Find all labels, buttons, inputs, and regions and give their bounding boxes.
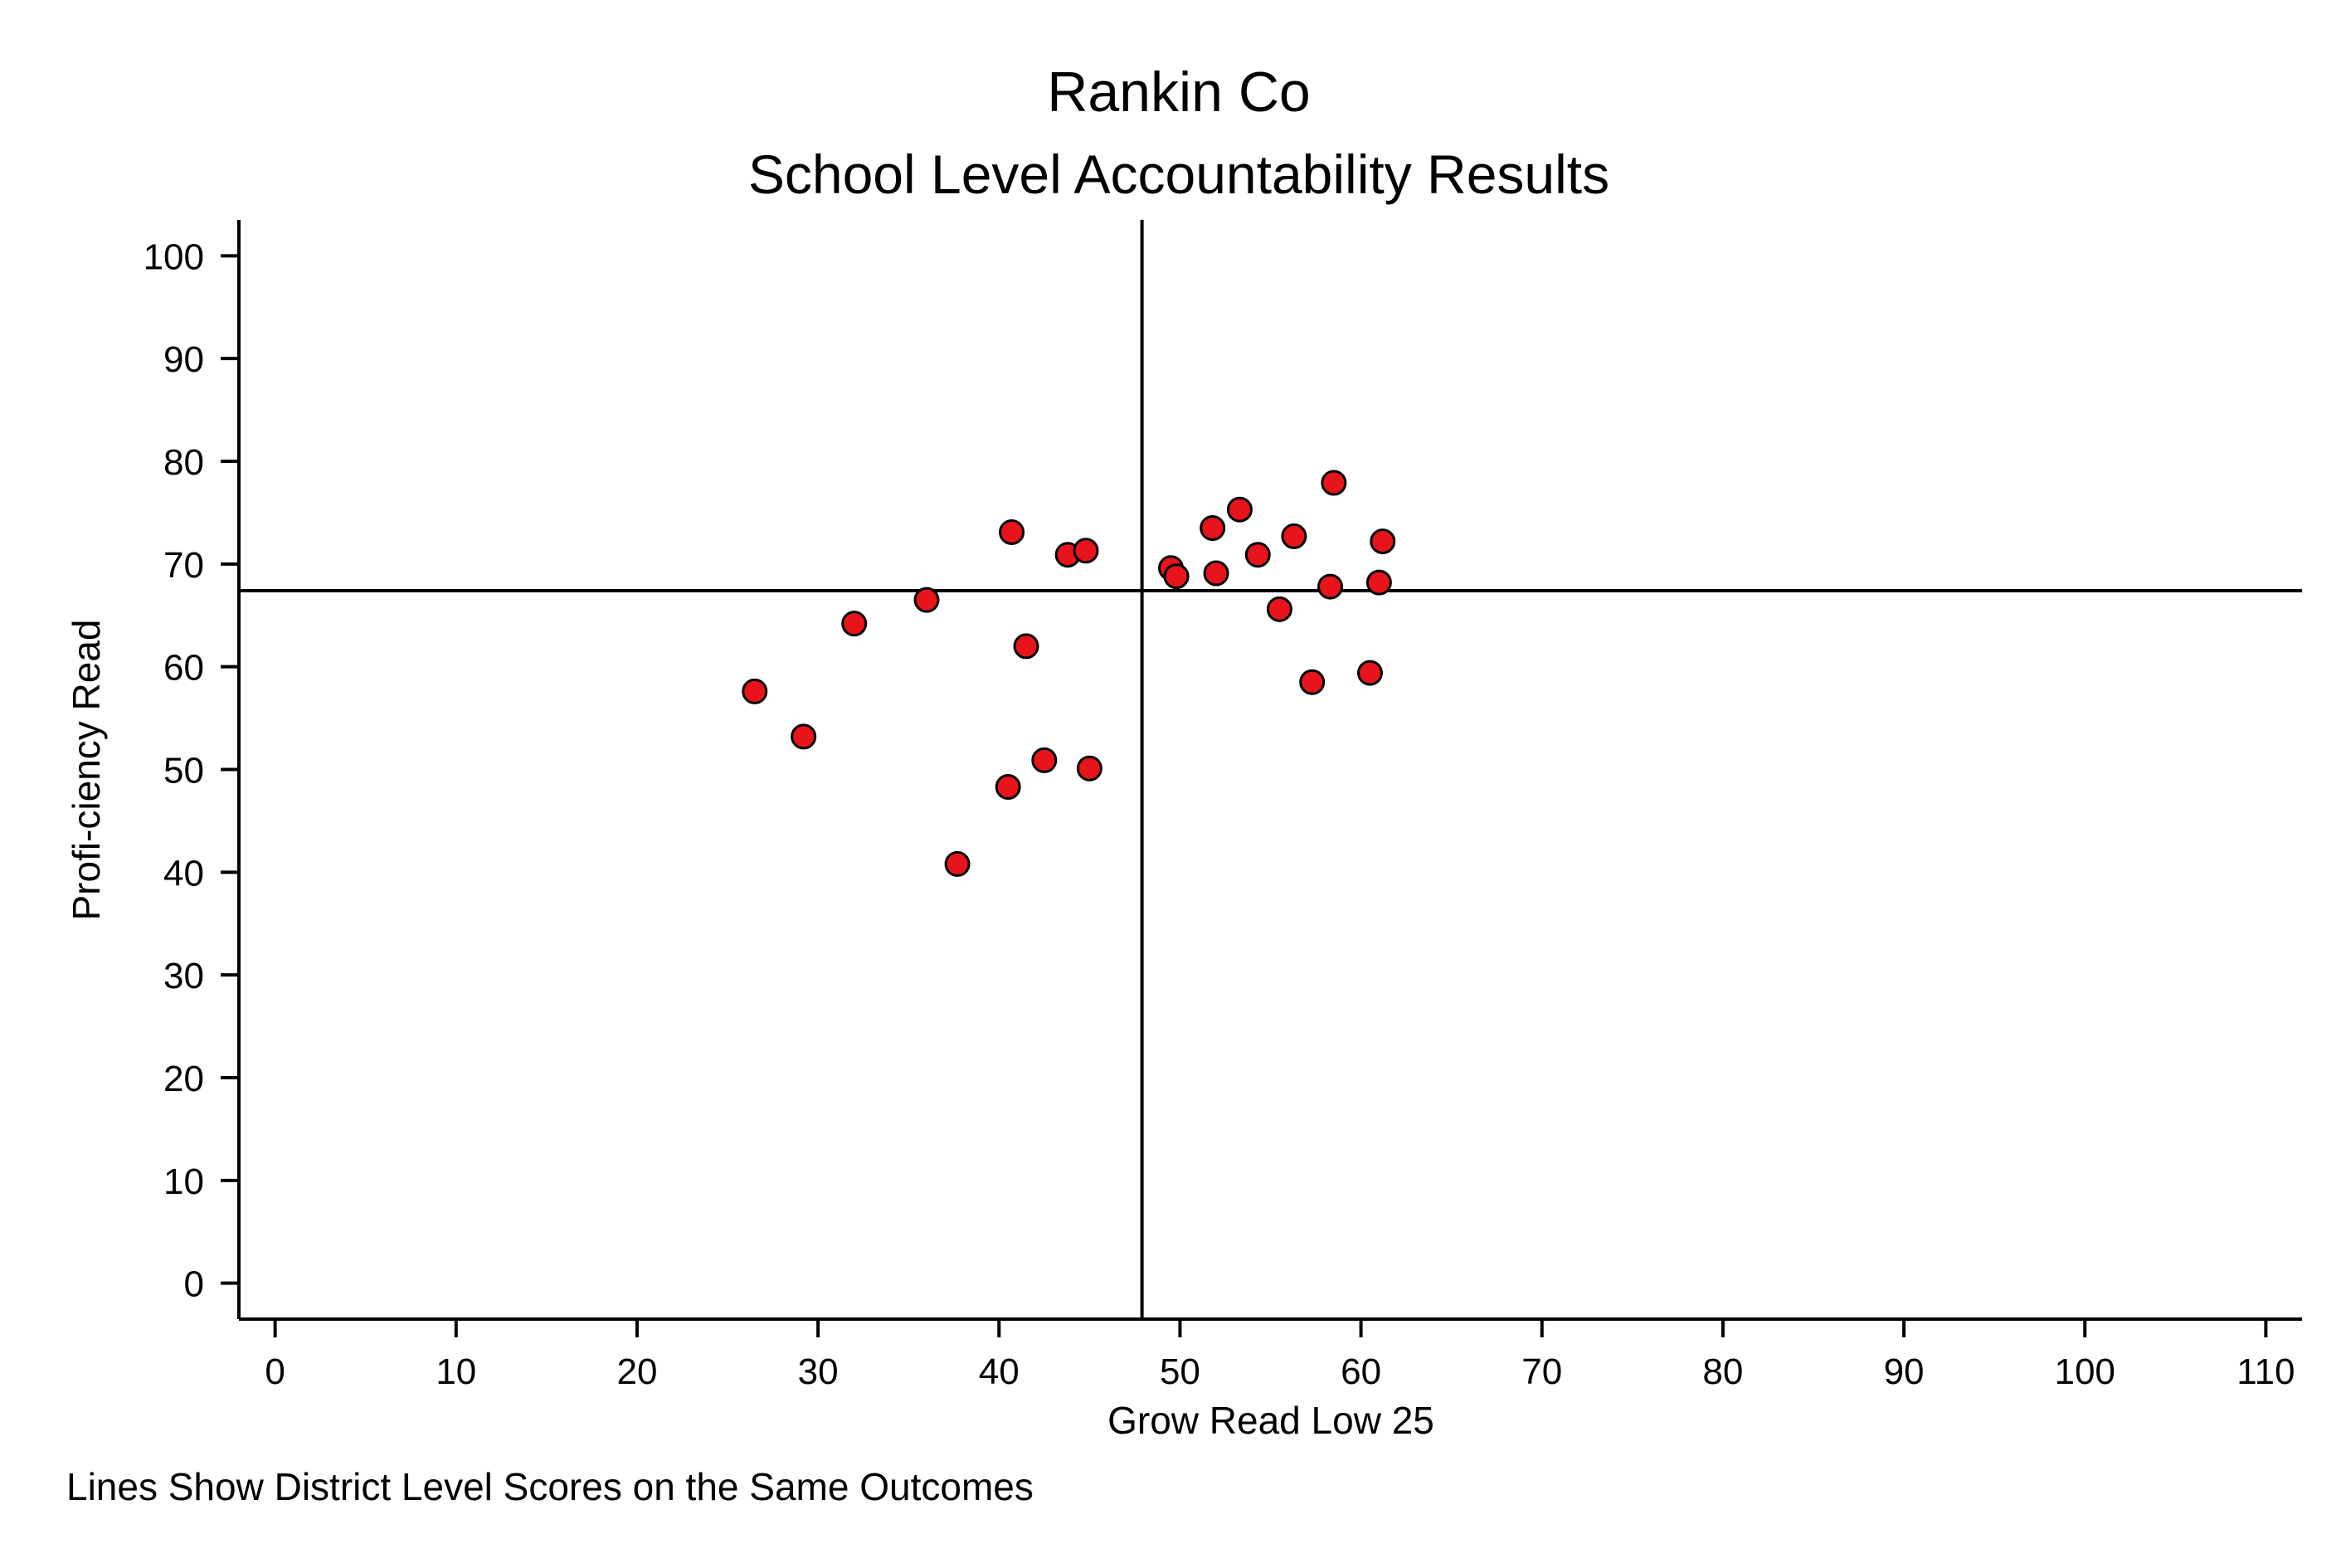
x-tick-label: 0 [265, 1351, 285, 1392]
y-tick-label: 80 [163, 442, 204, 483]
data-point [999, 519, 1025, 545]
chart-note: Lines Show District Level Scores on the … [66, 1465, 1034, 1508]
data-point [791, 723, 817, 750]
data-point [1226, 496, 1253, 523]
y-axis-ticks: 0 10 20 30 40 50 60 70 80 90 100 [144, 236, 239, 1305]
data-point [913, 587, 940, 613]
y-axis-label: Profi-ciency Read [65, 619, 108, 920]
data-point [1356, 660, 1383, 686]
x-tick-label: 60 [1341, 1351, 1381, 1392]
x-tick-label: 80 [1702, 1351, 1743, 1392]
y-tick-label: 60 [163, 648, 204, 689]
x-tick-label: 10 [436, 1351, 476, 1392]
data-point [742, 678, 768, 704]
data-point [1370, 528, 1396, 555]
y-tick-label: 0 [184, 1264, 204, 1305]
data-point [1266, 596, 1292, 622]
x-tick-label: 70 [1521, 1351, 1562, 1392]
data-point [1281, 523, 1307, 549]
x-axis-ticks: 0 10 20 30 40 50 60 70 80 90 100 110 [265, 1319, 2295, 1392]
data-point [1031, 747, 1058, 773]
district-reference-lines [239, 220, 2302, 1319]
x-tick-label: 50 [1160, 1351, 1200, 1392]
x-tick-label: 30 [798, 1351, 839, 1392]
data-point [1321, 470, 1347, 496]
y-tick-label: 40 [163, 853, 204, 894]
x-tick-label: 110 [2237, 1351, 2295, 1392]
y-tick-label: 20 [163, 1059, 204, 1099]
y-tick-label: 100 [144, 236, 204, 277]
data-point [841, 611, 868, 637]
data-point [1163, 563, 1190, 590]
data-point [1013, 633, 1039, 660]
y-tick-label: 50 [163, 751, 204, 791]
plot-area: 0 10 20 30 40 50 60 70 80 90 100 110 0 10 20 30 40 50 60 7… [144, 220, 2302, 1392]
x-tick-label: 90 [1884, 1351, 1925, 1392]
data-point [1203, 560, 1229, 587]
data-point [1299, 669, 1326, 695]
y-tick-label: 70 [163, 545, 204, 586]
data-point [1076, 755, 1102, 782]
y-tick-label: 90 [163, 339, 204, 380]
y-tick-label: 10 [163, 1161, 204, 1202]
data-point [944, 850, 971, 877]
chart-subtitle: School Level Accountability Results [748, 144, 1609, 205]
data-point [1073, 538, 1099, 564]
data-point [1200, 514, 1226, 541]
data-point [1244, 542, 1271, 568]
data-point [1317, 573, 1343, 600]
scatter-points [742, 470, 1396, 877]
x-tick-label: 40 [979, 1351, 1020, 1392]
data-point [1365, 569, 1392, 596]
x-axis-label: Grow Read Low 25 [1107, 1399, 1434, 1442]
x-tick-label: 100 [2054, 1351, 2115, 1392]
y-tick-label: 30 [163, 956, 204, 996]
chart-title: Rankin Co [1047, 61, 1311, 124]
data-point [995, 774, 1021, 801]
x-tick-label: 20 [616, 1351, 657, 1392]
